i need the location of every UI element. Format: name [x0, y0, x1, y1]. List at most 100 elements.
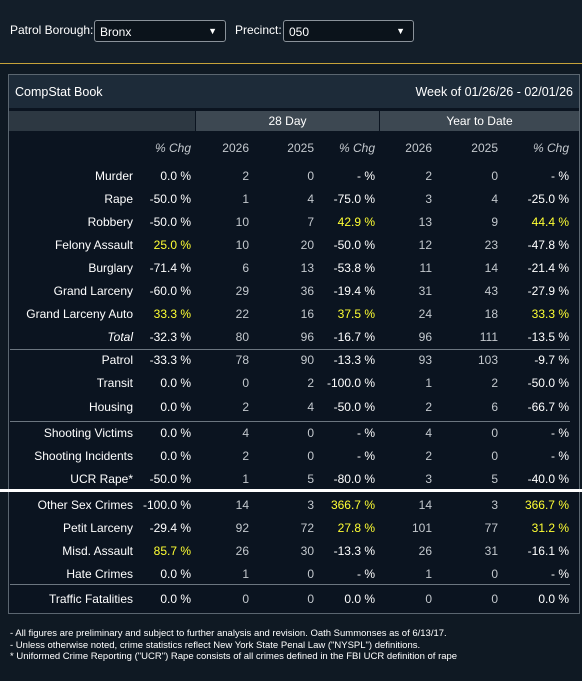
- count-cell: 36: [300, 284, 314, 298]
- panel-title: CompStat Book: [15, 85, 103, 99]
- borough-select[interactable]: Bronx ▼: [94, 20, 226, 42]
- row-label: Transit: [96, 376, 133, 390]
- precinct-value: 050: [289, 25, 310, 39]
- pct-change-cell: 0.0 %: [160, 169, 191, 183]
- count-cell: 80: [235, 330, 249, 344]
- pct-change-cell: 37.5 %: [337, 307, 375, 321]
- count-cell: 14: [235, 498, 249, 512]
- count-cell: 1: [425, 376, 432, 390]
- count-cell: 1: [242, 567, 249, 581]
- count-cell: 10: [235, 238, 249, 252]
- row-separator: [10, 349, 570, 350]
- pct-change-cell: - %: [551, 169, 569, 183]
- pct-change-cell: -13.3 %: [333, 544, 375, 558]
- pct-change-cell: -16.1 %: [527, 544, 569, 558]
- row-label: Murder: [94, 169, 133, 183]
- pct-change-cell: -9.7 %: [534, 353, 569, 367]
- pct-change-cell: -71.4 %: [149, 261, 191, 275]
- pct-change-cell: 31.2 %: [531, 521, 569, 535]
- count-cell: 0: [491, 449, 498, 463]
- count-cell: 24: [418, 307, 432, 321]
- group-header-28-day: [196, 111, 379, 131]
- count-cell: 3: [491, 498, 498, 512]
- pct-change-cell: 33.3 %: [153, 307, 191, 321]
- count-cell: 0: [307, 449, 314, 463]
- count-cell: 20: [300, 238, 314, 252]
- row-label: Shooting Incidents: [34, 449, 133, 463]
- row-label: Housing: [88, 400, 133, 414]
- column-header: % Chg: [532, 141, 569, 155]
- count-cell: 93: [418, 353, 432, 367]
- pct-change-cell: 0.0 %: [160, 567, 191, 581]
- pct-change-cell: 27.8 %: [337, 521, 375, 535]
- pct-change-cell: -53.8 %: [333, 261, 375, 275]
- count-cell: 14: [484, 261, 498, 275]
- count-cell: 23: [484, 238, 498, 252]
- row-label: Rape: [104, 192, 133, 206]
- count-cell: 13: [418, 215, 432, 229]
- column-header: % Chg: [338, 141, 375, 155]
- pct-change-cell: 0.0 %: [160, 400, 191, 414]
- row-label: Other Sex Crimes: [37, 498, 133, 512]
- group-header-ytd: [380, 111, 579, 131]
- chevron-down-icon: ▼: [396, 26, 405, 36]
- row-label: Petit Larceny: [62, 521, 133, 535]
- count-cell: 4: [491, 192, 498, 206]
- count-cell: 4: [242, 426, 249, 440]
- count-cell: 9: [491, 215, 498, 229]
- count-cell: 96: [418, 330, 432, 344]
- column-header: 2025: [471, 141, 498, 155]
- count-cell: 6: [491, 400, 498, 414]
- count-cell: 92: [235, 521, 249, 535]
- pct-change-cell: 25.0 %: [153, 238, 191, 252]
- count-cell: 4: [307, 192, 314, 206]
- count-cell: 30: [300, 544, 314, 558]
- count-cell: 0: [491, 426, 498, 440]
- count-cell: 3: [307, 498, 314, 512]
- precinct-select[interactable]: 050 ▼: [283, 20, 414, 42]
- row-separator: [10, 584, 570, 585]
- pct-change-cell: -66.7 %: [527, 400, 569, 414]
- footnotes: - All figures are preliminary and subjec…: [10, 628, 580, 663]
- section-divider: [0, 489, 582, 492]
- pct-change-cell: 0.0 %: [538, 592, 569, 606]
- borough-label: Patrol Borough:: [10, 23, 94, 37]
- pct-change-cell: -50.0 %: [333, 400, 375, 414]
- pct-change-cell: 0.0 %: [160, 376, 191, 390]
- footnote: * Uniformed Crime Reporting ("UCR") Rape…: [10, 651, 458, 662]
- count-cell: 3: [425, 192, 432, 206]
- pct-change-cell: -33.3 %: [149, 353, 191, 367]
- pct-change-cell: -60.0 %: [149, 284, 191, 298]
- pct-change-cell: - %: [357, 567, 375, 581]
- pct-change-cell: -80.0 %: [333, 472, 375, 486]
- count-cell: 111: [479, 330, 498, 344]
- count-cell: 7: [307, 215, 314, 229]
- count-cell: 2: [425, 449, 432, 463]
- count-cell: 14: [418, 498, 432, 512]
- borough-value: Bronx: [100, 25, 132, 39]
- pct-change-cell: -32.3 %: [149, 330, 191, 344]
- count-cell: 77: [484, 521, 498, 535]
- pct-change-cell: -13.3 %: [333, 353, 375, 367]
- count-cell: 0: [425, 592, 432, 606]
- pct-change-cell: -50.0 %: [527, 376, 569, 390]
- row-label: Total: [107, 330, 133, 344]
- pct-change-cell: -100.0 %: [326, 376, 375, 390]
- count-cell: 26: [235, 544, 249, 558]
- count-cell: 90: [300, 353, 314, 367]
- count-cell: 11: [419, 261, 432, 275]
- pct-change-cell: -75.0 %: [333, 192, 375, 206]
- count-cell: 0: [242, 376, 249, 390]
- panel-header: CompStat Book Week of 01/26/26 - 02/01/2…: [9, 75, 579, 108]
- chevron-down-icon: ▼: [208, 26, 217, 36]
- row-label: Hate Crimes: [66, 567, 133, 581]
- count-cell: 31: [484, 544, 498, 558]
- count-cell: 0: [242, 592, 249, 606]
- count-cell: 78: [235, 353, 249, 367]
- pct-change-cell: -13.5 %: [527, 330, 569, 344]
- pct-change-cell: 85.7 %: [153, 544, 191, 558]
- group-label-ytd: Year to Date: [446, 114, 513, 128]
- count-cell: 0: [491, 567, 498, 581]
- row-label: Shooting Victims: [43, 426, 133, 440]
- pct-change-cell: -50.0 %: [149, 192, 191, 206]
